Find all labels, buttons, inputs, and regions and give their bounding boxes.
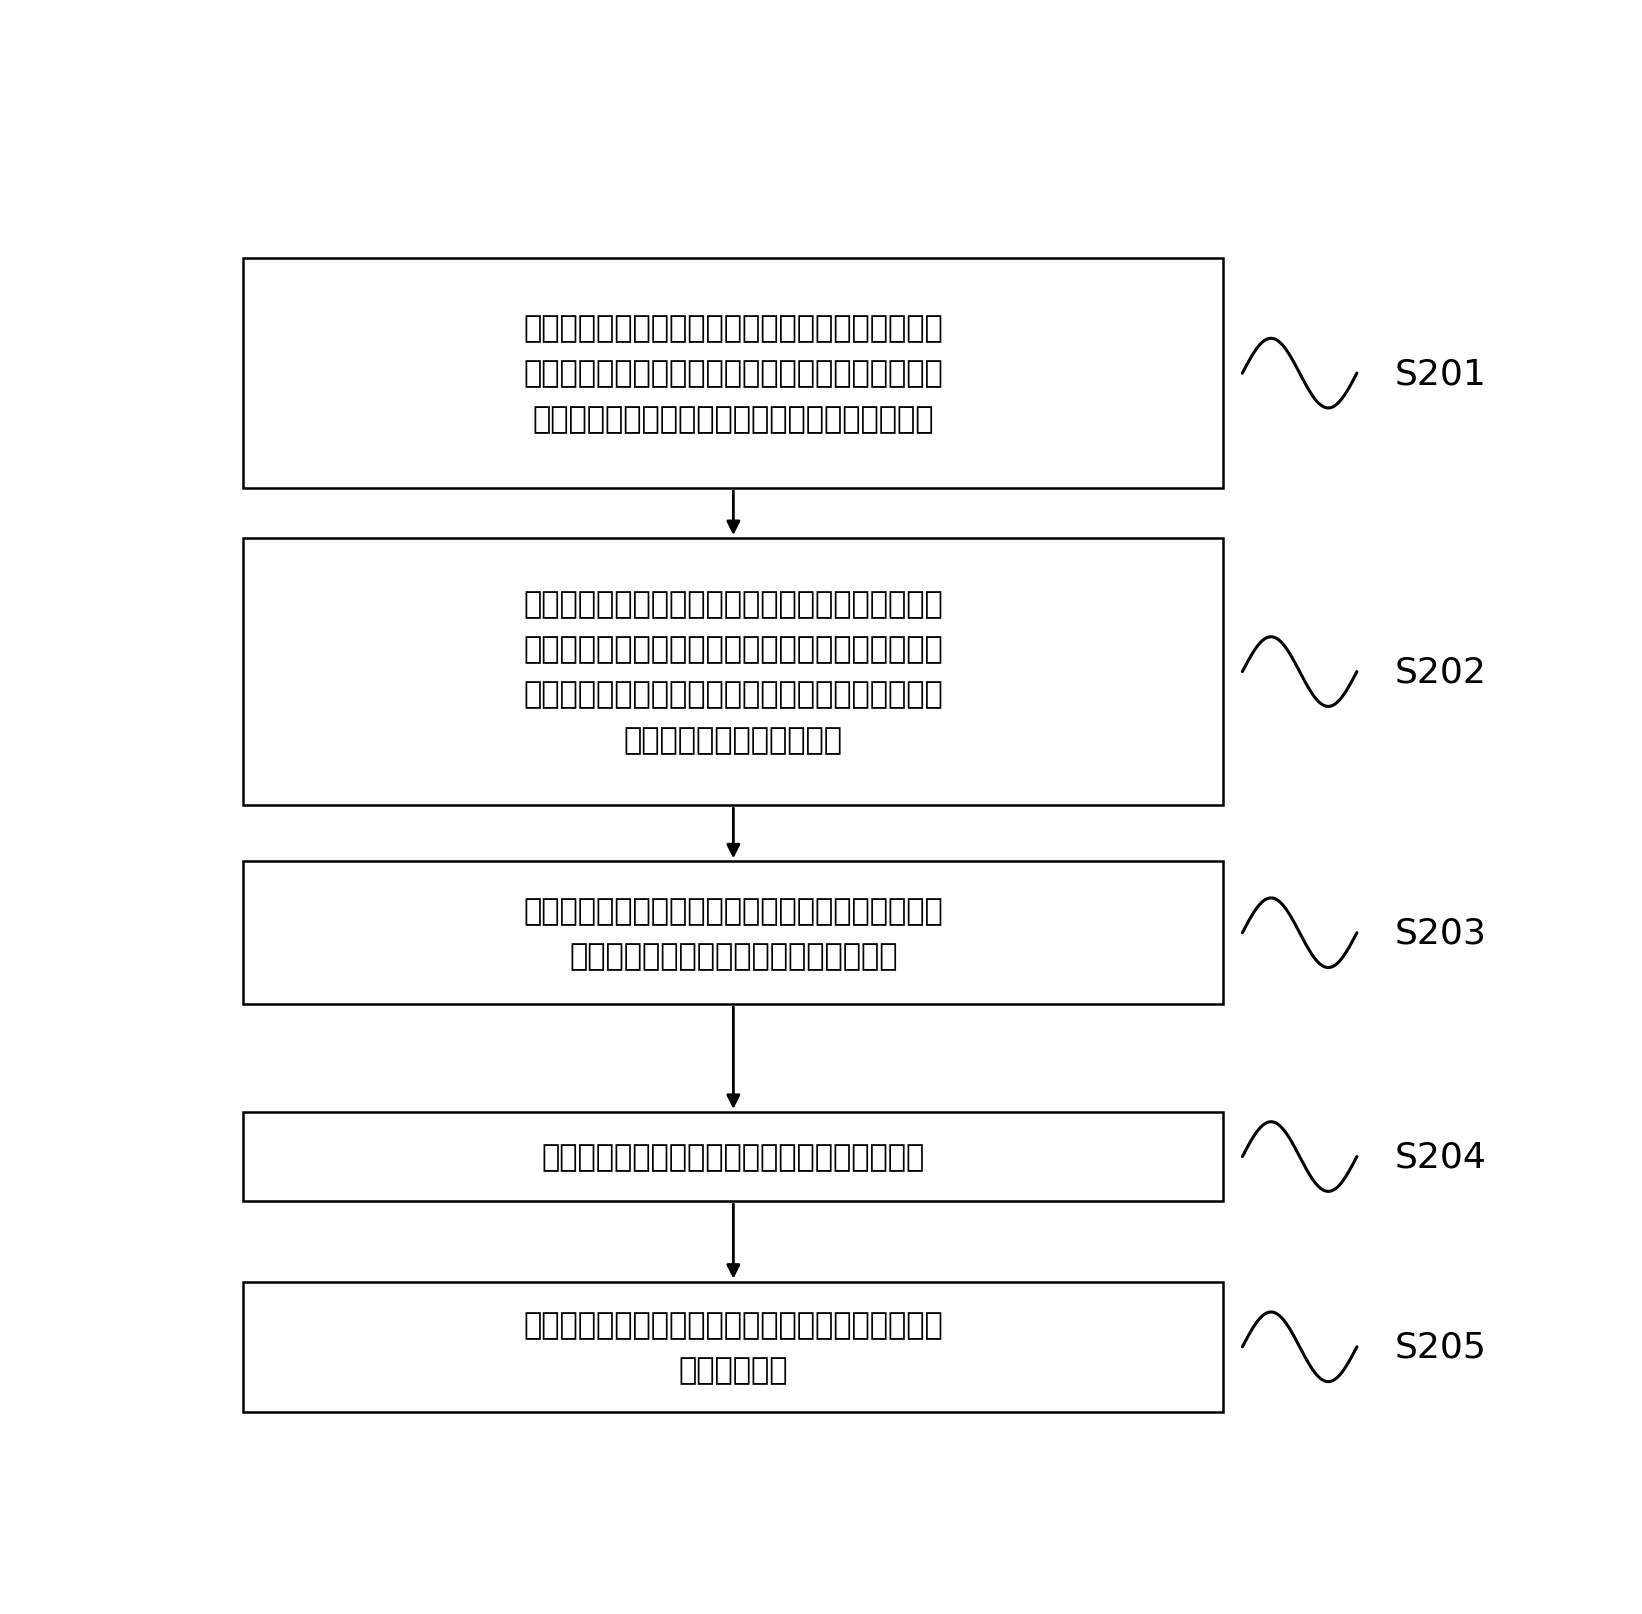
- Text: S204: S204: [1396, 1139, 1488, 1173]
- Text: S202: S202: [1396, 655, 1488, 689]
- Bar: [243, 1112, 1223, 1201]
- Bar: [243, 1282, 1223, 1412]
- Text: 根据第一时间和所述第二时间，确定车厢内各障碍物
位置点与固态光源收发器之间的空间距离: 根据第一时间和所述第二时间，确定车厢内各障碍物 位置点与固态光源收发器之间的空间…: [524, 896, 943, 970]
- Text: S201: S201: [1396, 357, 1488, 391]
- Text: 根据各障碍物位置点的点云数据，确定车厢内所装载
的对象的体积: 根据各障碍物位置点的点云数据，确定车厢内所装载 的对象的体积: [524, 1311, 943, 1385]
- Text: 根据云服务器发送的测量指令，控制固态光源收发器
中的多个光电二极管发光，并触发固态光源收发器中
的凸透镜将多个光电二极管所发的光发散至车厢内: 根据云服务器发送的测量指令，控制固态光源收发器 中的多个光电二极管发光，并触发固…: [524, 315, 943, 434]
- Text: S205: S205: [1396, 1330, 1488, 1364]
- Text: 根据空间距离，确定各障碍物位置点的点云数据: 根据空间距离，确定各障碍物位置点的点云数据: [542, 1143, 924, 1172]
- Text: 获取固态光源收发器中的各计时器所采集的第一时间
和第二时间，第一时间为计时器对应的光电二极管发
光的时间，第二时间为计时器对应的光电二极管接收
到凸透镜反射的光: 获取固态光源收发器中的各计时器所采集的第一时间 和第二时间，第一时间为计时器对应…: [524, 591, 943, 754]
- Bar: [243, 539, 1223, 805]
- Bar: [243, 258, 1223, 489]
- Bar: [243, 862, 1223, 1004]
- Text: S203: S203: [1396, 917, 1488, 951]
